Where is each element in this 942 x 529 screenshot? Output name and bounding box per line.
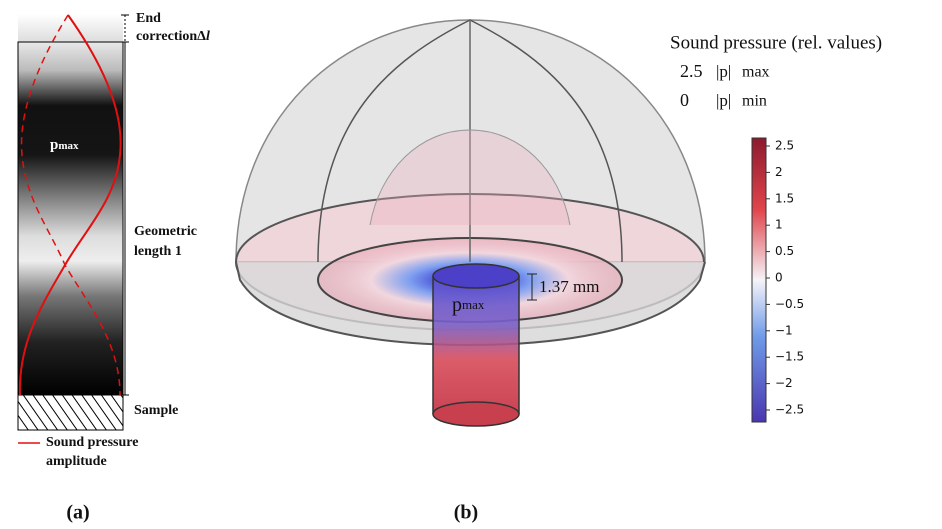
length-label: length 1 xyxy=(134,244,182,259)
text: p xyxy=(50,137,58,153)
text: p xyxy=(452,294,462,316)
text: l xyxy=(206,29,210,44)
tube xyxy=(18,42,123,395)
colorbar xyxy=(752,138,766,422)
sample-label: Sample xyxy=(134,403,178,418)
colorbar-label: 2 xyxy=(775,165,783,179)
legend-title: Sound pressure (rel. values) xyxy=(670,32,882,53)
text: max xyxy=(58,140,79,152)
caption-b: (b) xyxy=(454,502,478,524)
colorbar-label: 1.5 xyxy=(775,191,794,205)
colorbar-label: 0 xyxy=(775,271,783,285)
colorbar-ticks: 2.5 2 1.5 1 0.5 0 −0.5 −1 −1.5 −2 −2.5 xyxy=(766,139,804,417)
colorbar-label: 2.5 xyxy=(775,139,794,153)
legend-value: 2.5 xyxy=(680,61,703,81)
text: Δ xyxy=(197,29,206,44)
colorbar-label: −2.5 xyxy=(775,403,804,417)
pmax-label: pmax xyxy=(50,137,79,153)
end-label: End xyxy=(136,11,161,26)
legend-value: 0 xyxy=(680,90,689,110)
colorbar-label: −0.5 xyxy=(775,297,804,311)
legend-label: Sound pressure xyxy=(46,435,138,450)
caption-a: (a) xyxy=(66,502,89,524)
pipe xyxy=(433,264,519,426)
sample-block xyxy=(18,395,123,430)
colorbar-label: 0.5 xyxy=(775,244,794,258)
colorbar-label: −1 xyxy=(775,323,793,337)
legend-symbol: |p| xyxy=(716,62,731,81)
text: max xyxy=(462,297,485,312)
text: correction xyxy=(136,29,197,44)
colorbar-label: −1.5 xyxy=(775,350,804,364)
legend-rows: 2.5 |p| max 0 |p| min xyxy=(680,61,770,110)
legend-symbol: |p| xyxy=(716,91,731,110)
colorbar-label: 1 xyxy=(775,218,783,232)
colorbar-label: −2 xyxy=(775,376,793,390)
figure: End correctionΔl pmax Geometric length 1… xyxy=(0,0,942,529)
legend-label: amplitude xyxy=(46,454,107,469)
geometric-label: Geometric xyxy=(134,224,197,239)
correction-label: correctionΔl xyxy=(136,29,210,44)
legend-sub: min xyxy=(742,93,767,110)
legend-sub: max xyxy=(742,64,770,81)
dimension-label: 1.37 mm xyxy=(539,277,599,296)
